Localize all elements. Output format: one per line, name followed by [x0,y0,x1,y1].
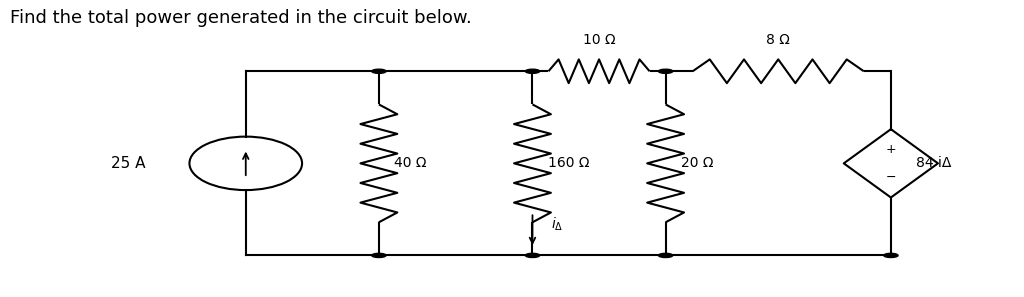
Text: +: + [886,143,896,156]
Circle shape [372,253,386,257]
Text: 84 iΔ: 84 iΔ [916,156,952,170]
Text: 160 Ω: 160 Ω [548,156,590,170]
Circle shape [525,69,540,73]
Circle shape [658,69,673,73]
Text: 8 Ω: 8 Ω [766,33,791,47]
Text: Find the total power generated in the circuit below.: Find the total power generated in the ci… [10,9,472,27]
Circle shape [372,69,386,73]
Text: 20 Ω: 20 Ω [681,156,714,170]
Text: −: − [886,171,896,184]
Text: 25 A: 25 A [111,156,145,171]
Text: $i_\Delta$: $i_\Delta$ [551,216,563,233]
Text: 40 Ω: 40 Ω [394,156,427,170]
Text: 10 Ω: 10 Ω [583,33,615,47]
Circle shape [658,253,673,257]
Circle shape [884,253,898,257]
Circle shape [525,253,540,257]
